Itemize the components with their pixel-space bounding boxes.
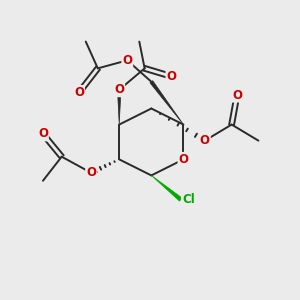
Text: O: O [74,86,84,99]
Text: O: O [114,83,124,96]
Polygon shape [151,176,182,201]
Text: Cl: Cl [182,193,195,206]
Polygon shape [118,90,121,124]
Text: O: O [178,153,188,166]
Text: O: O [232,88,242,102]
Polygon shape [150,81,184,124]
Text: O: O [200,134,210,147]
Text: O: O [86,166,96,179]
Text: O: O [122,54,132,67]
Text: O: O [38,128,48,140]
Text: O: O [167,70,176,83]
